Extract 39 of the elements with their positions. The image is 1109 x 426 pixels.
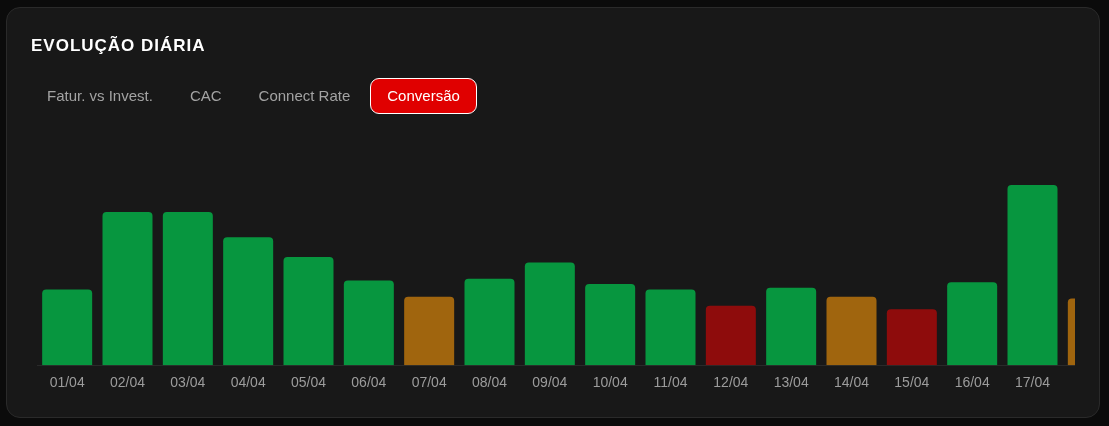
x-tick-label: 13/04 <box>773 374 809 391</box>
bar <box>404 296 455 366</box>
bar <box>524 262 575 366</box>
x-tick-label: 12/04 <box>713 374 749 391</box>
bar <box>343 280 394 366</box>
bar <box>283 257 334 366</box>
bar <box>886 309 937 366</box>
x-tick-label: 16/04 <box>954 374 990 391</box>
chart-title: EVOLUÇÃO DIÁRIA <box>31 36 206 56</box>
x-tick-label: 17/04 <box>1014 374 1051 391</box>
bar <box>223 237 274 366</box>
tab-button: Conversão <box>370 78 477 114</box>
bar <box>947 282 998 366</box>
bar <box>42 289 93 366</box>
bar <box>102 212 153 366</box>
x-tick-label: 06/04 <box>351 374 387 391</box>
x-tick-label: 03/04 <box>170 374 206 391</box>
x-tick-label: 01/04 <box>49 374 85 391</box>
bar <box>585 284 636 366</box>
bar <box>826 296 877 366</box>
text: CAC <box>189 87 222 104</box>
x-tick-label: 04/04 <box>230 374 266 391</box>
text: Connect Rate <box>258 87 351 104</box>
bar <box>705 305 756 366</box>
bar <box>1007 185 1058 366</box>
x-tick-label: 09/04 <box>532 374 568 391</box>
bar <box>162 212 213 366</box>
x-tick-label: 05/04 <box>290 374 327 391</box>
x-tick-label: 15/04 <box>894 374 930 391</box>
x-tick-label: 07/04 <box>411 374 447 391</box>
text: Fatur. vs Invest. <box>47 87 153 104</box>
x-tick-label: 08/04 <box>471 374 508 391</box>
bar <box>645 289 696 366</box>
x-tick-label: 14/04 <box>833 374 870 391</box>
x-tick-label: 02/04 <box>109 374 146 391</box>
x-tick-label: 11/04 <box>653 374 688 391</box>
bar <box>766 287 817 366</box>
bar <box>464 278 515 366</box>
x-tick-label: 10/04 <box>592 374 628 391</box>
